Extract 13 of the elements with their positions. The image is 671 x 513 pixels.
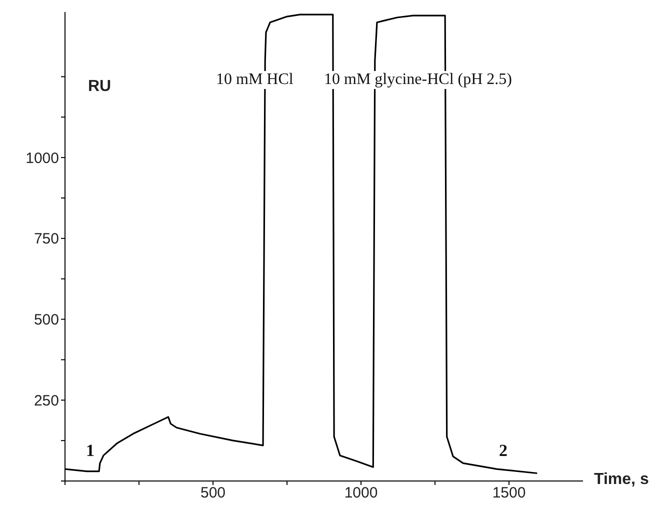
y-axis-title: RU bbox=[88, 78, 112, 96]
x-tick-label: 1500 bbox=[492, 484, 526, 502]
annotation: 1 bbox=[83, 441, 98, 461]
y-tick-label: 250 bbox=[34, 392, 59, 410]
annotation: 10 mM glycine-HCl (pH 2.5) bbox=[321, 71, 515, 89]
x-tick-label: 500 bbox=[200, 484, 226, 502]
x-axis-title: Time, s bbox=[594, 471, 649, 489]
y-tick-label: 750 bbox=[34, 230, 59, 248]
y-tick-label: 500 bbox=[34, 312, 59, 329]
x-tick-label: 1000 bbox=[344, 484, 378, 502]
annotation: 2 bbox=[496, 441, 510, 461]
annotation: 10 mM HCl bbox=[213, 71, 296, 89]
y-tick-label: 1000 bbox=[26, 150, 59, 167]
